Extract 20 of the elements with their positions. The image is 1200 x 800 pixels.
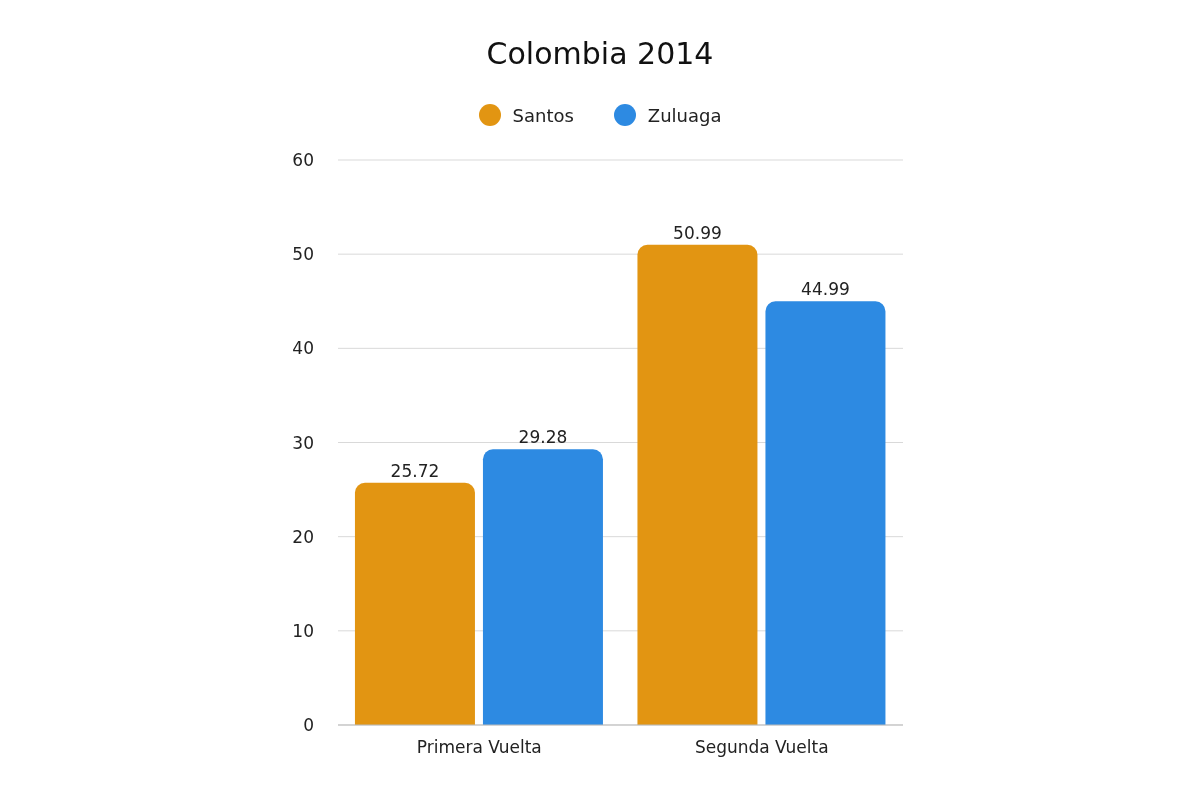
data-label: 25.72 <box>390 460 440 481</box>
data-label: 44.99 <box>801 279 850 300</box>
x-tick-label: Segunda Vuelta <box>694 737 829 758</box>
bar <box>482 449 603 725</box>
y-tick-label: 50 <box>292 244 314 265</box>
chart-title: Colombia 2014 <box>485 36 715 71</box>
bar <box>637 244 758 725</box>
y-tick-label: 30 <box>292 432 314 453</box>
y-tick-label: 60 <box>292 150 314 171</box>
data-label: 50.99 <box>673 222 722 243</box>
bar <box>354 482 475 725</box>
legend-label: Santos <box>512 104 574 126</box>
y-tick-label: 10 <box>292 620 314 641</box>
y-tick-label: 20 <box>292 526 314 547</box>
bar <box>765 301 886 725</box>
y-tick-label: 40 <box>292 338 314 359</box>
legend-label: Zuluaga <box>647 104 722 126</box>
x-tick-label: Primera Vuelta <box>416 737 542 758</box>
data-label: 29.28 <box>518 427 568 448</box>
y-tick-label: 0 <box>303 715 314 736</box>
